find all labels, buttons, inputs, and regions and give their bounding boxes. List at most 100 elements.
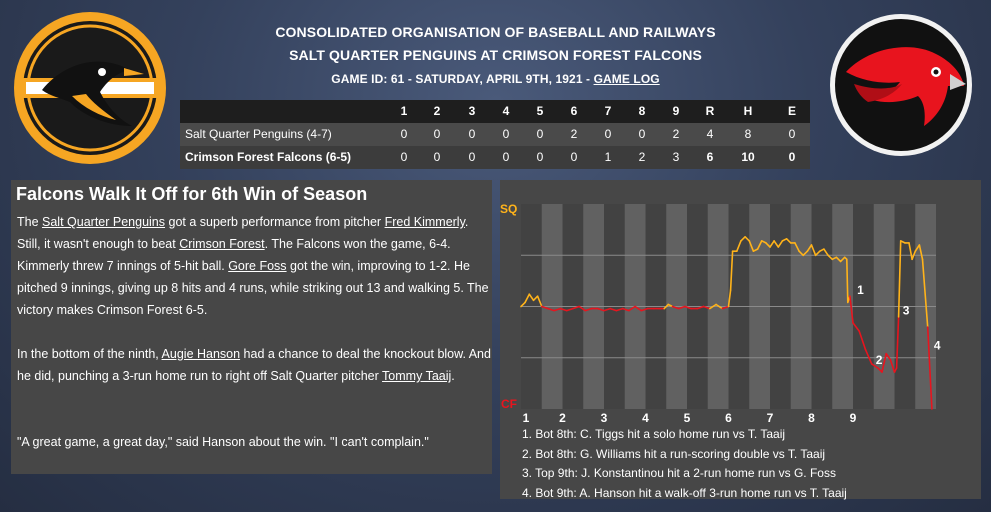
- linescore-column-header: 7: [604, 104, 612, 118]
- linescore-column-header: 6: [570, 104, 578, 118]
- win-probability-segment: [849, 295, 854, 324]
- event-marker-label: 2: [876, 353, 883, 367]
- story-paragraph-1: The Salt Quarter Penguins got a superb p…: [17, 211, 491, 321]
- inning-score: 0: [468, 127, 476, 141]
- win-probability-segment: [727, 289, 732, 308]
- win-probability-segment: [810, 244, 817, 257]
- story-paragraph-2: In the bottom of the ninth, Augie Hanson…: [17, 343, 491, 387]
- inning-score: 3: [672, 150, 680, 164]
- player-link[interactable]: Fred Kimmerly: [384, 215, 465, 229]
- inning-score: 0: [433, 127, 441, 141]
- inning-score: 0: [570, 150, 578, 164]
- win-probability-segment: [773, 240, 780, 248]
- win-probability-segment: [709, 303, 717, 310]
- win-probability-segment: [798, 250, 805, 257]
- inning-score: 0: [638, 127, 646, 141]
- win-probability-segment: [597, 307, 605, 312]
- inning-score: 0: [536, 127, 544, 141]
- inning-tick-label: 8: [808, 411, 815, 425]
- win-probability-segment: [756, 240, 763, 250]
- win-probability-segment: [559, 307, 568, 312]
- win-probability-segment: [671, 305, 680, 310]
- inning-score: 0: [536, 150, 544, 164]
- total-e: 0: [788, 127, 796, 141]
- win-probability-segment: [785, 237, 792, 244]
- total-h: 8: [744, 127, 752, 141]
- player-link[interactable]: Salt Quarter Penguins: [42, 215, 166, 229]
- inning-tick-label: 6: [725, 411, 732, 425]
- game-log-link[interactable]: GAME LOG: [593, 72, 660, 86]
- win-probability-segment: [621, 307, 630, 312]
- win-probability-segment: [584, 307, 593, 312]
- story-text: got the win, improving to 1-2. He pitche…: [17, 259, 489, 317]
- win-probability-segment: [540, 305, 549, 310]
- inning-tick-label: 1: [523, 411, 530, 425]
- win-probability-segment: [827, 254, 834, 261]
- win-probability-segment: [777, 240, 784, 248]
- win-probability-segment: [908, 242, 913, 261]
- linescore-column-header: H: [743, 104, 753, 118]
- win-probability-segment: [615, 307, 624, 312]
- story-text: . Still, it wasn't enough to beat: [17, 215, 469, 251]
- win-probability-segment: [736, 240, 742, 252]
- matchup-title: SALT QUARTER PENGUINS AT CRIMSON FOREST …: [289, 47, 702, 63]
- win-probability-segment: [897, 240, 902, 318]
- win-probability-segment: [794, 242, 800, 252]
- inning-score: 1: [604, 150, 612, 164]
- win-probability-segment: [702, 305, 711, 310]
- win-probability-segment: [914, 244, 921, 252]
- win-probability-segment: [740, 235, 746, 242]
- win-probability-segment: [634, 305, 643, 312]
- game-story-panel: Falcons Walk It Off for 6th Win of Seaso…: [11, 180, 492, 474]
- player-link[interactable]: Crimson Forest: [179, 237, 265, 251]
- inning-score: 0: [604, 127, 612, 141]
- team-name-away[interactable]: Salt Quarter Penguins (4-7): [185, 127, 332, 141]
- win-probability-segment: [528, 293, 535, 302]
- legend-entry: 2. Bot 8th: G. Williams hit a run-scorin…: [522, 446, 826, 461]
- total-r: 6: [706, 150, 714, 164]
- win-probability-segment: [858, 330, 867, 351]
- team-name-home[interactable]: Crimson Forest Falcons (6-5): [185, 150, 352, 164]
- story-paragraph-3: "A great game, a great day," said Hanson…: [17, 435, 429, 449]
- win-probability-segment: [889, 359, 896, 373]
- inning-tick-label: 4: [642, 411, 649, 425]
- win-probability-segment: [769, 240, 775, 248]
- win-probability-segment: [895, 316, 900, 369]
- linescore-column-header: 4: [502, 104, 510, 118]
- linescore-row-home: Crimson Forest Falcons (6-5) 0 0 0 0 0 0 1 2 3 6 1…: [180, 146, 810, 169]
- win-probability-segment: [748, 240, 755, 252]
- story-text: The: [17, 215, 43, 229]
- linescore-column-header: 1: [400, 104, 408, 118]
- event-marker-label: 3: [903, 304, 910, 318]
- player-link[interactable]: Gore Foss: [228, 259, 287, 273]
- win-probability-segment: [852, 322, 861, 332]
- inning-score: 0: [502, 150, 510, 164]
- win-probability-segment: [663, 303, 670, 310]
- player-link[interactable]: Tommy Taaij: [382, 369, 452, 383]
- win-probability-segment: [628, 305, 636, 312]
- story-text: .: [451, 369, 455, 383]
- win-probability-segment: [536, 295, 543, 308]
- win-probability-segment: [802, 250, 809, 257]
- legend-entry: 3. Top 9th: J. Konstantinou hit a 2-run …: [522, 466, 836, 480]
- linescore-column-header: 2: [433, 104, 441, 118]
- linescore-column-header: 8: [638, 104, 646, 118]
- penguins-logo: [14, 12, 166, 164]
- linescore-header-row: 1 2 3 4 5 6 7 8 9 R H E: [180, 100, 810, 123]
- win-probability-segment: [870, 363, 879, 369]
- inning-tick-label: 2: [559, 411, 566, 425]
- story-text: In the bottom of the ninth,: [17, 347, 162, 361]
- legend-entry: 4. Bot 9th: A. Hanson hit a walk-off 3-r…: [522, 485, 847, 500]
- inning-score: 2: [672, 127, 680, 141]
- win-probability-segment: [845, 258, 849, 304]
- event-marker-label: 4: [934, 339, 941, 353]
- inning-score: 0: [433, 150, 441, 164]
- inning-tick-label: 5: [684, 411, 691, 425]
- win-probability-segment: [765, 242, 771, 248]
- linescore-column-header: 3: [468, 104, 476, 118]
- win-probability-segment: [864, 348, 873, 365]
- win-probability-segment: [532, 295, 539, 302]
- win-probability-panel: SQ CF 1 2 3 4 5 6 7 8 9 1 2 3 4 1. Bot 8th: C. Tiggs h…: [500, 180, 981, 500]
- win-probability-segment: [823, 248, 829, 257]
- player-link[interactable]: Augie Hanson: [161, 347, 241, 361]
